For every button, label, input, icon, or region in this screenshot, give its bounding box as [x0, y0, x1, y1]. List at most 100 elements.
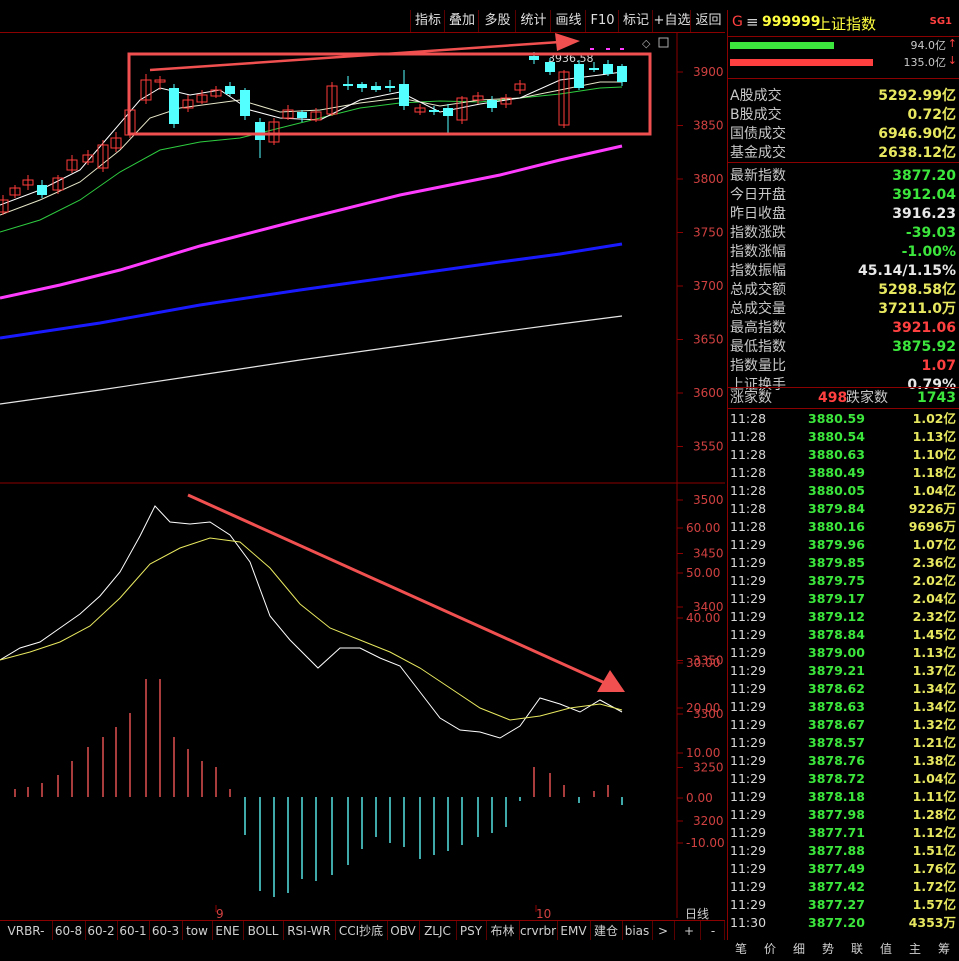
tick-row[interactable]: 11:29 3878.57 1.21亿 — [728, 734, 959, 753]
tick-row[interactable]: 11:28 3880.49 1.18亿 — [728, 464, 959, 483]
indicator-tab-9[interactable]: CCI抄底 — [335, 921, 388, 941]
toolbar-button-3[interactable]: 统计 — [515, 10, 551, 32]
tick-row[interactable]: 11:29 3878.67 1.32亿 — [728, 716, 959, 735]
tick-price: 3877.71 — [808, 825, 865, 840]
tick-row[interactable]: 11:29 3878.72 1.04亿 — [728, 770, 959, 789]
tick-row[interactable]: 11:28 3880.63 1.10亿 — [728, 446, 959, 465]
indicator-tab-16[interactable]: 建仓 — [590, 921, 623, 941]
tick-volume: 1.12亿 — [912, 825, 956, 840]
indicator-tab-12[interactable]: PSY — [456, 921, 487, 941]
tick-time: 11:28 — [730, 501, 767, 516]
tick-row[interactable]: 11:29 3877.98 1.28亿 — [728, 806, 959, 825]
tick-row[interactable]: 11:29 3879.12 2.32亿 — [728, 608, 959, 627]
tick-row[interactable]: 11:29 3878.84 1.45亿 — [728, 626, 959, 645]
tick-row[interactable]: 11:29 3879.17 2.04亿 — [728, 590, 959, 609]
candle-body — [22, 179, 34, 186]
candle-body — [399, 84, 409, 106]
tick-price: 3880.16 — [808, 519, 865, 534]
tick-row[interactable]: 11:29 3878.76 1.38亿 — [728, 752, 959, 771]
tick-row[interactable]: 11:29 3878.62 1.34亿 — [728, 680, 959, 699]
indicator-tab-3[interactable]: 60-1 — [117, 921, 150, 941]
toolbar-button-7[interactable]: +自选 — [652, 10, 691, 32]
toolbar-button-8[interactable]: 返回 — [690, 10, 726, 32]
indicator-tab-2[interactable]: 60-2 — [85, 921, 118, 941]
tick-time: 11:29 — [730, 681, 767, 696]
tab-control-0[interactable]: > — [652, 921, 675, 941]
indicator-tab-14[interactable]: crvrbr — [519, 921, 558, 941]
toolbar-button-1[interactable]: 叠加 — [444, 10, 479, 32]
badge[interactable]: SG1 — [929, 16, 952, 27]
tick-time: 11:29 — [730, 753, 767, 768]
tick-row[interactable]: 11:29 3878.63 1.34亿 — [728, 698, 959, 717]
tick-row[interactable]: 11:28 3880.54 1.13亿 — [728, 428, 959, 447]
toolbar-button-6[interactable]: 标记 — [618, 10, 653, 32]
quote-bottom-tabs: 笔价细势联值主筹 — [727, 940, 959, 956]
tick-row[interactable]: 11:28 3879.84 9226万 — [728, 500, 959, 519]
tab-control-2[interactable]: - — [702, 921, 725, 941]
tick-volume: 9226万 — [908, 501, 956, 516]
diamond-icon[interactable]: ◇ — [642, 37, 651, 50]
quote-tab-3[interactable]: 势 — [821, 942, 834, 956]
period-label[interactable]: 日线 — [685, 907, 710, 921]
tick-row[interactable]: 11:29 3879.21 1.37亿 — [728, 662, 959, 681]
indicator-tab-10[interactable]: OBV — [387, 921, 420, 941]
indicator-tab-13[interactable]: 布林 — [486, 921, 520, 941]
window-icon[interactable] — [658, 37, 669, 48]
indicator-tab-17[interactable]: bias — [622, 921, 653, 941]
tick-row[interactable]: 11:28 3880.05 1.04亿 — [728, 482, 959, 501]
menu-icon[interactable]: ≡ — [746, 13, 759, 31]
tick-volume: 1.04亿 — [912, 771, 956, 786]
tick-row[interactable]: 11:28 3880.16 9696万 — [728, 518, 959, 537]
tick-row[interactable]: 11:29 3879.00 1.13亿 — [728, 644, 959, 663]
tick-row[interactable]: 11:29 3879.85 2.36亿 — [728, 554, 959, 573]
candle-body — [110, 137, 122, 149]
tab-control-1[interactable]: + — [678, 921, 701, 941]
chart-area[interactable]: 3900 3850 3800 3750 3700 3650 3600 3550 3500 3450… — [0, 32, 725, 921]
row-label: 基金成交 — [730, 145, 786, 161]
tick-row[interactable]: 11:29 3877.49 1.76亿 — [728, 860, 959, 879]
tick-price: 3880.05 — [808, 483, 865, 498]
indicator-tab-0[interactable]: VRBR-60 — [0, 921, 53, 958]
capital-bar-value: 94.0亿 — [910, 39, 947, 52]
tick-price: 3880.63 — [808, 447, 865, 462]
tick-volume: 1.57亿 — [912, 897, 956, 912]
indicator-tab-5[interactable]: tow — [182, 921, 213, 941]
quote-tab-6[interactable]: 主 — [908, 942, 921, 956]
tick-row[interactable]: 11:29 3877.71 1.12亿 — [728, 824, 959, 843]
toolbar-button-2[interactable]: 多股 — [478, 10, 516, 32]
toolbar-button-5[interactable]: F10 — [585, 10, 619, 32]
kline-chart-svg[interactable]: 3900 3850 3800 3750 3700 3650 3600 3550 3500 3450… — [0, 32, 725, 921]
indicator-tab-8[interactable]: RSI-WR — [283, 921, 336, 941]
tick-row[interactable]: 11:29 3879.75 2.02亿 — [728, 572, 959, 591]
tick-row[interactable]: 11:30 3877.20 4353万 — [728, 914, 959, 933]
tick-row[interactable]: 11:29 3877.27 1.57亿 — [728, 896, 959, 915]
toolbar-button-4[interactable]: 画线 — [550, 10, 586, 32]
quote-tab-5[interactable]: 值 — [879, 942, 892, 956]
quote-tab-1[interactable]: 价 — [763, 942, 776, 956]
indicator-tab-4[interactable]: 60-3 — [149, 921, 183, 941]
indicator-tab-7[interactable]: BOLL — [243, 921, 284, 941]
indicator-tab-11[interactable]: ZLJC — [419, 921, 457, 941]
quote-tab-2[interactable]: 细 — [792, 942, 805, 956]
indicator-tab-1[interactable]: 60-8 — [52, 921, 86, 941]
quote-tab-7[interactable]: 筹 — [937, 942, 950, 956]
tick-row[interactable]: 11:29 3877.42 1.72亿 — [728, 878, 959, 897]
index-row: 昨日收盘 3916.23 — [728, 205, 959, 224]
row-value: 3912.04 — [892, 187, 956, 203]
candle-body — [37, 185, 47, 195]
candle-body — [182, 99, 194, 109]
tick-row[interactable]: 11:29 3877.88 1.51亿 — [728, 842, 959, 861]
indicator-tab-6[interactable]: ENE — [212, 921, 244, 941]
toolbar-button-0[interactable]: 指标 — [410, 10, 445, 32]
tick-row[interactable]: 11:29 3879.96 1.07亿 — [728, 536, 959, 555]
quote-tab-0[interactable]: 笔 — [734, 942, 747, 956]
tick-row[interactable]: 11:29 3878.18 1.11亿 — [728, 788, 959, 807]
quote-tab-4[interactable]: 联 — [850, 942, 863, 956]
tick-row[interactable]: 11:28 3880.59 1.02亿 — [728, 410, 959, 429]
ma-line-yellow — [0, 81, 622, 216]
indicator-tab-15[interactable]: EMV — [557, 921, 591, 941]
index-row: 最低指数 3875.92 — [728, 338, 959, 357]
g-label[interactable]: G — [732, 14, 743, 30]
marker-dot — [590, 48, 594, 50]
tick-volume: 1.02亿 — [912, 411, 956, 426]
